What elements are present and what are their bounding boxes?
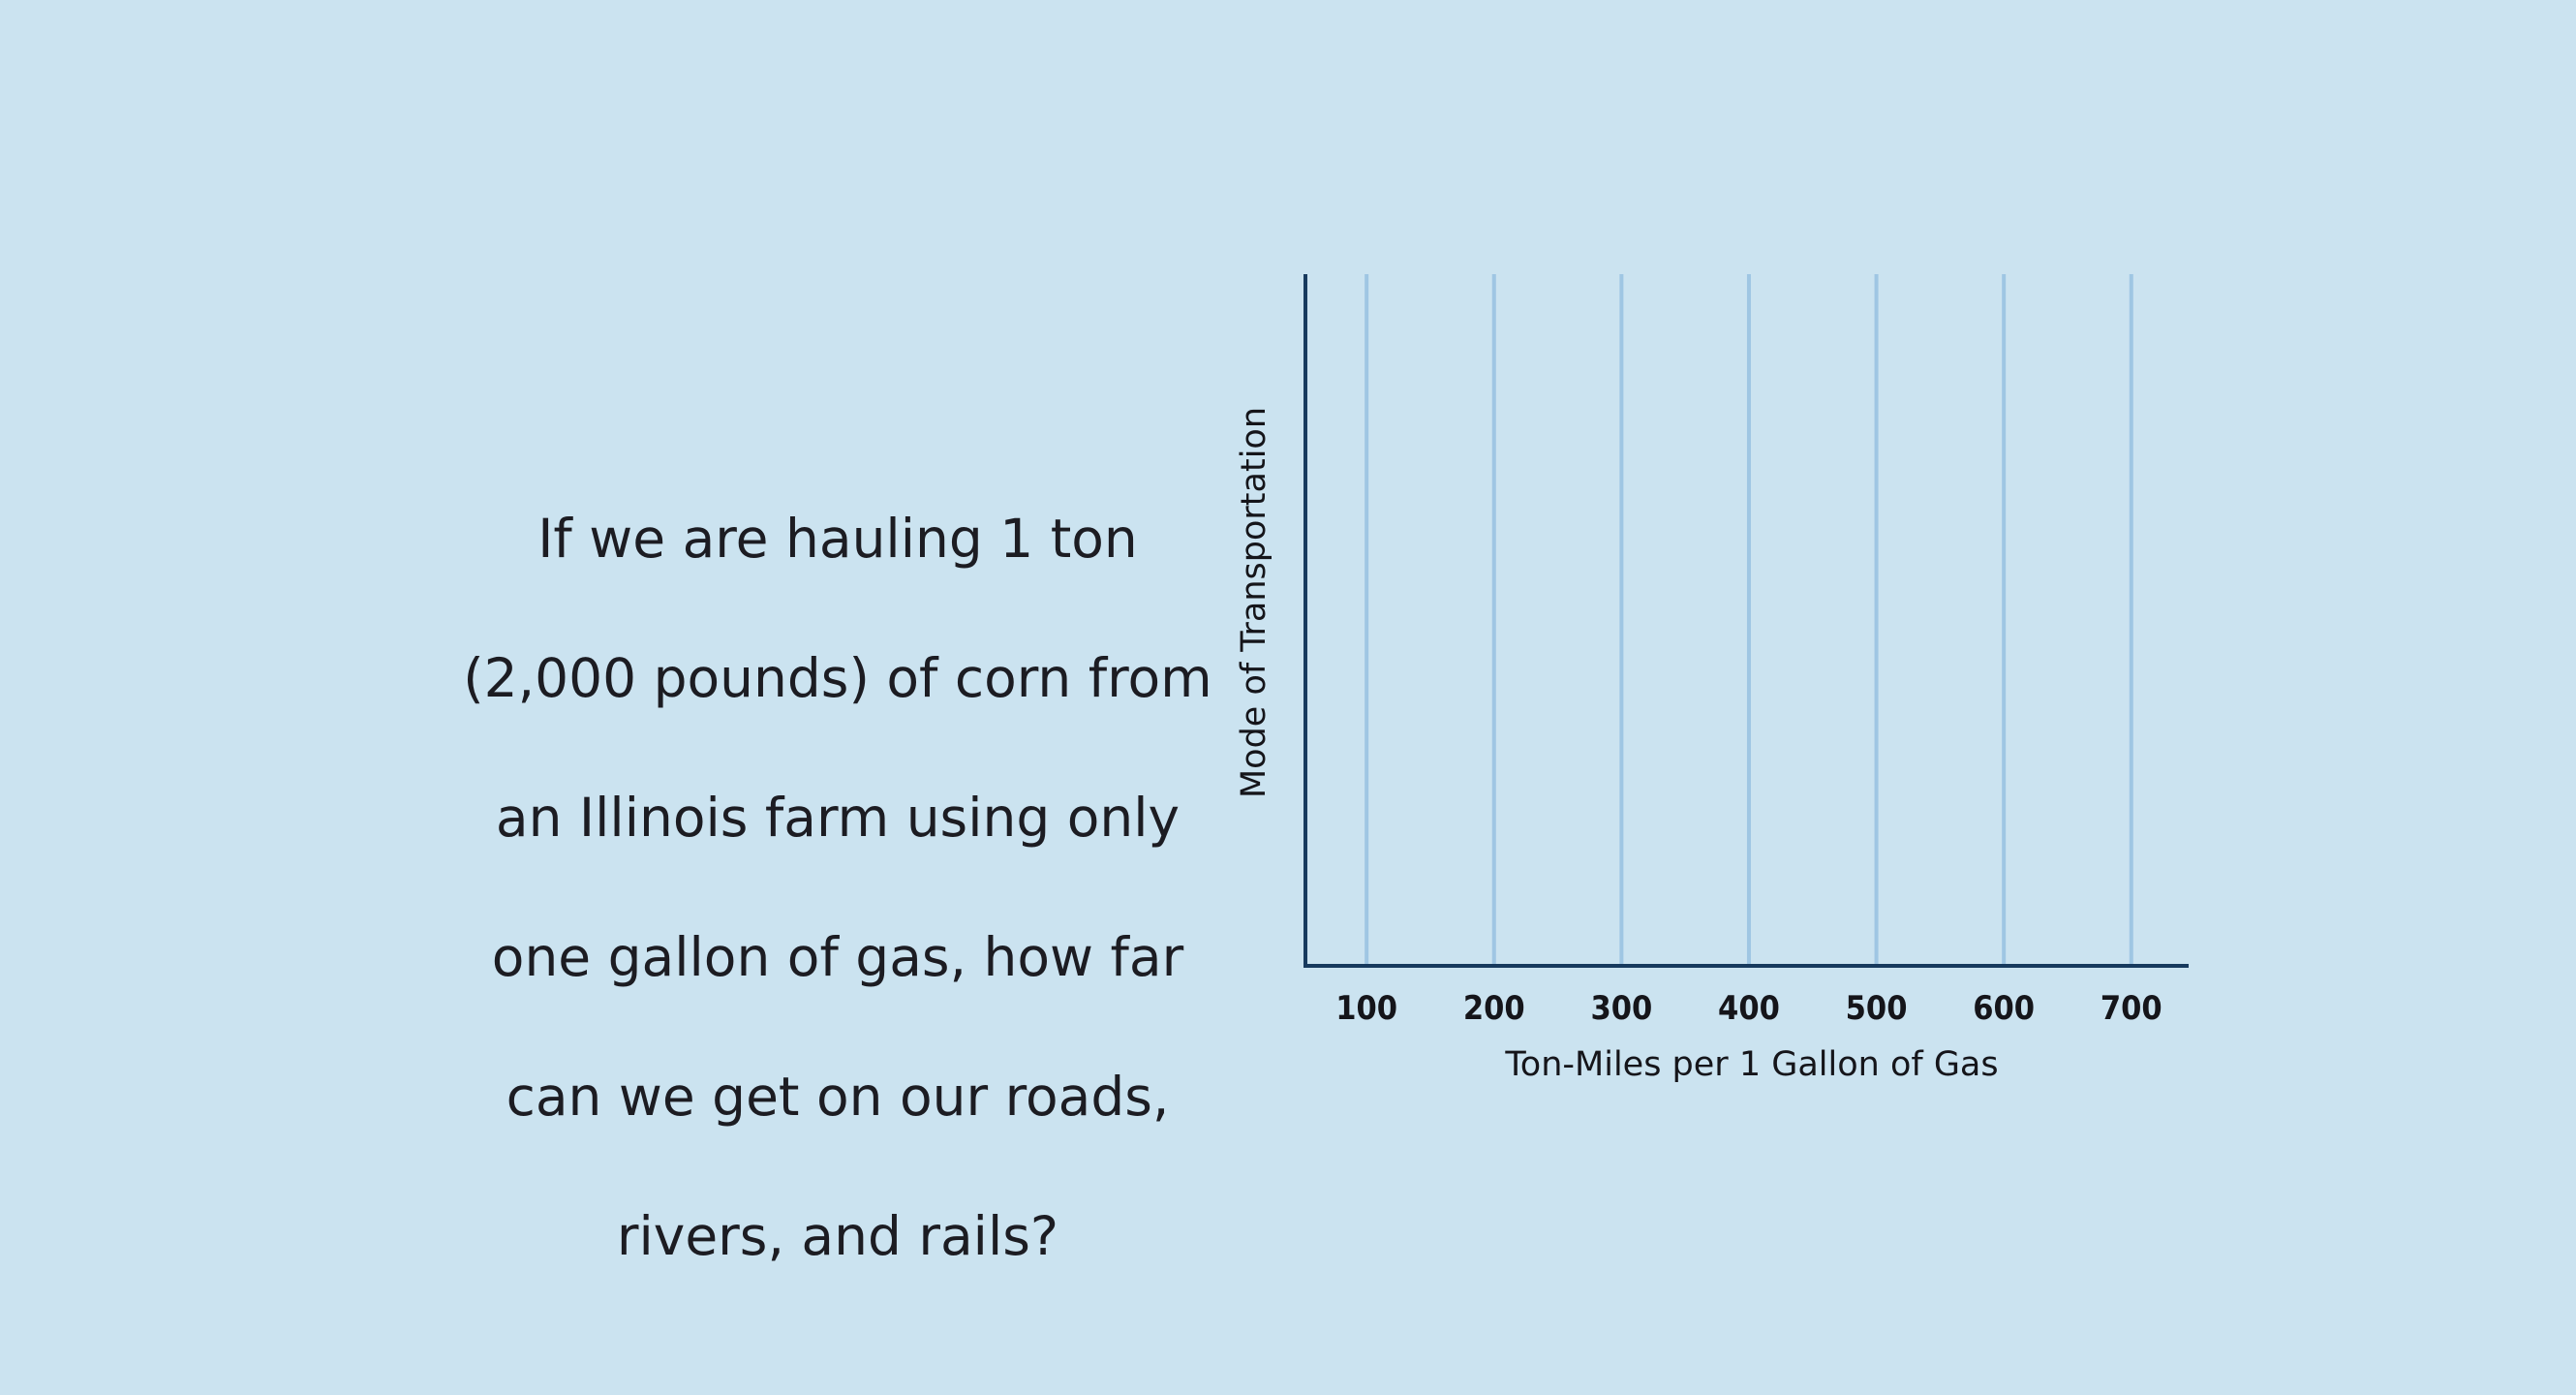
x-tick-label: 200 (1463, 989, 1525, 1028)
question-line: an Illinois farm using only (495, 787, 1181, 849)
x-tick-label: 500 (1846, 989, 1908, 1028)
x-tick-label: 700 (2101, 989, 2162, 1028)
gridlines (1365, 274, 2133, 966)
question-line: rivers, and rails? (616, 1205, 1059, 1267)
question-line: can we get on our roads, (506, 1066, 1170, 1128)
y-axis-label: Mode of Transportation (1235, 407, 1273, 798)
x-tick-label: 400 (1718, 989, 1780, 1028)
x-tick-labels: 100 200 300 400 500 600 700 (1335, 989, 2162, 1028)
x-axis-label: Ton-Miles per 1 Gallon of Gas (1504, 1045, 1998, 1084)
question-line: (2,000 pounds) of corn from (463, 647, 1212, 709)
question-line: If we are hauling 1 ton (537, 508, 1138, 570)
x-tick-label: 300 (1590, 989, 1652, 1028)
question-text: If we are hauling 1 ton (2,000 pounds) o… (455, 434, 1220, 1341)
x-tick-label: 100 (1335, 989, 1397, 1028)
question-line: one gallon of gas, how far (491, 926, 1184, 988)
x-tick-label: 600 (1973, 989, 2035, 1028)
